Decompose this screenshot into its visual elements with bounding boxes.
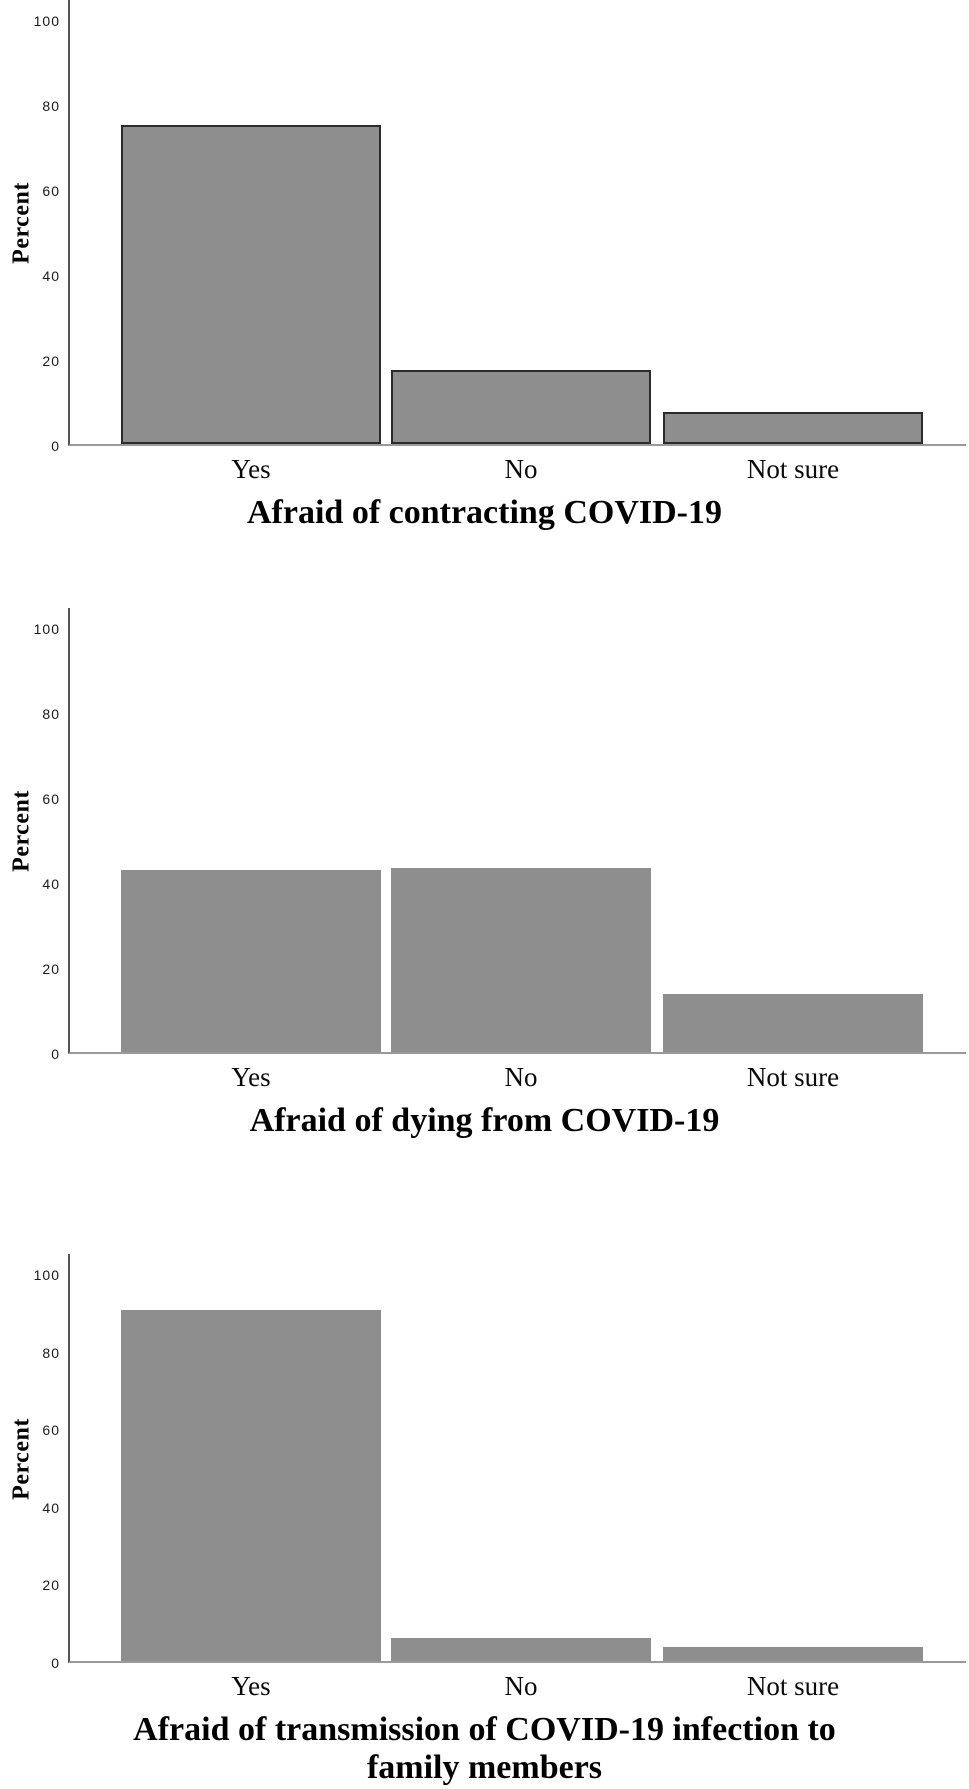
- y-tick-label: 0: [51, 438, 60, 454]
- chart-title: Afraid of dying from COVID-19: [249, 1102, 720, 1139]
- x-category-label-not-sure: Not sure: [746, 1062, 840, 1092]
- plot-wrapper: Percent 0 20 40 60 80 100: [0, 0, 969, 454]
- x-category-labels: Yes No Not sure: [0, 1663, 969, 1709]
- bar-yes: [121, 125, 381, 444]
- bar-yes: [121, 1310, 381, 1661]
- bar-chart-transmission: Percent 0 20 40 60 80 100 Yes No Not sure Afrai…: [0, 1254, 969, 1787]
- chart-title: Afraid of transmission of COVID-19 infec…: [133, 1711, 836, 1786]
- bar-no: [391, 867, 651, 1052]
- bar-not-sure: [663, 994, 923, 1052]
- bar-yes: [121, 870, 381, 1052]
- y-tick-label: 20: [42, 961, 60, 977]
- y-tick-label: 100: [33, 13, 60, 29]
- bar-chart-contracting: Percent 0 20 40 60 80 100 Yes No Not sure Afrai…: [0, 0, 969, 532]
- x-category-label-yes: Yes: [231, 1671, 271, 1701]
- y-tick-label: 100: [33, 621, 60, 637]
- bar-not-sure: [663, 1647, 923, 1661]
- bar-chart-dying: Percent 0 20 40 60 80 100 Yes No Not sure Afrai…: [0, 608, 969, 1140]
- y-tick-label: 80: [42, 1344, 60, 1361]
- x-category-label-no: No: [504, 454, 538, 484]
- plot-area: [68, 608, 966, 1054]
- x-category-label-yes: Yes: [231, 454, 271, 484]
- x-category-label-no: No: [504, 1671, 538, 1701]
- y-tick-label: 20: [42, 1577, 60, 1594]
- x-category-label-not-sure: Not sure: [746, 1671, 840, 1701]
- y-tick-label: 40: [42, 1499, 60, 1516]
- y-tick-label: 0: [51, 1655, 60, 1671]
- x-category-labels: Yes No Not sure: [0, 446, 969, 492]
- y-tick-label: 60: [42, 791, 60, 807]
- y-tick-label: 60: [42, 183, 60, 199]
- y-tick-label: 40: [42, 876, 60, 892]
- plot-area: [68, 0, 966, 446]
- chart-title: Afraid of contracting COVID-19: [247, 494, 722, 531]
- y-tick-label: 60: [42, 1422, 60, 1439]
- x-category-labels: Yes No Not sure: [0, 1054, 969, 1100]
- y-tick-label: 80: [42, 706, 60, 722]
- x-category-label-no: No: [504, 1062, 538, 1092]
- y-tick-label: 0: [51, 1046, 60, 1062]
- y-tick-label: 20: [42, 353, 60, 369]
- plot-wrapper: Percent 0 20 40 60 80 100: [0, 1254, 969, 1671]
- plot-area: [68, 1254, 966, 1663]
- plot-wrapper: Percent 0 20 40 60 80 100: [0, 608, 969, 1062]
- x-category-label-yes: Yes: [231, 1062, 271, 1092]
- y-tick-label: 40: [42, 268, 60, 284]
- bar-no: [391, 369, 651, 444]
- bar-not-sure: [663, 412, 923, 444]
- y-tick-label: 100: [33, 1267, 60, 1283]
- bar-no: [391, 1637, 651, 1661]
- y-tick-label: 80: [42, 98, 60, 114]
- x-category-label-not-sure: Not sure: [746, 454, 840, 484]
